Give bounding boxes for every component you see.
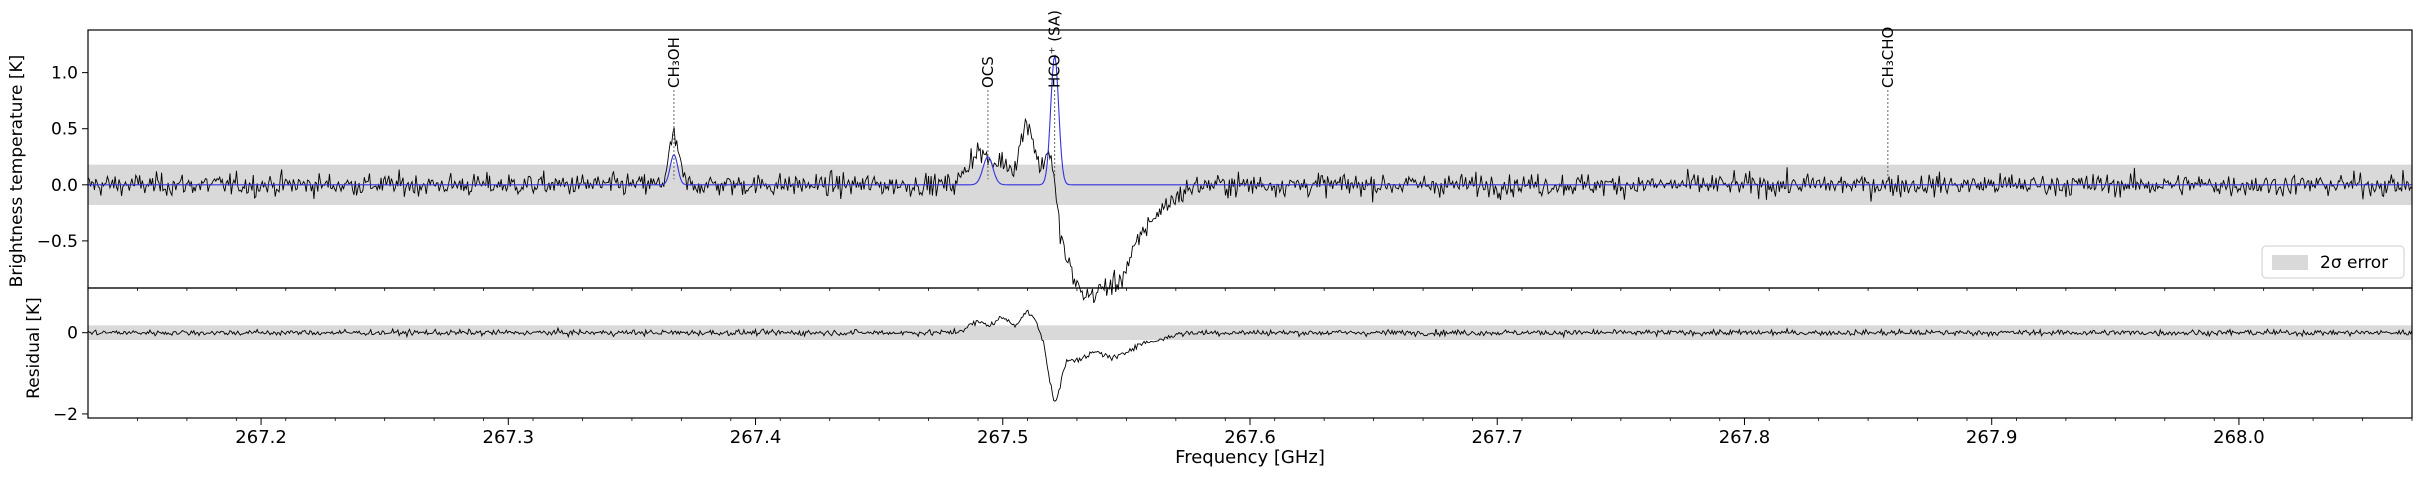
spectrum-model-line <box>88 54 2412 186</box>
spectrum-y-tick-label: 1.0 <box>51 64 78 84</box>
x-tick-label: 267.5 <box>977 427 1029 448</box>
residual-panel: −2 0 267.2 267.3 267.4 267.5 267.6 267.7 267.8 26… <box>53 287 2413 448</box>
residual-y-tick-label: −2 <box>53 405 78 425</box>
spectrum-axes-frame <box>87 29 2413 289</box>
spectrum-y-tick-label: 0.5 <box>51 120 78 140</box>
residual-y-tick-label: 0 <box>67 324 78 344</box>
legend-swatch <box>2272 255 2308 270</box>
annotation-label: HCO⁺ (SA) <box>1046 10 1064 88</box>
annotation-label: OCS <box>979 56 997 88</box>
x-tick-label: 267.7 <box>1471 427 1523 448</box>
annotation-label: CH₃OH <box>665 37 683 88</box>
x-tick-label: 267.9 <box>1966 427 2018 448</box>
spectrum-y-tick-label: −0.5 <box>37 232 78 252</box>
spectrum-y-tick-label: 0.0 <box>51 176 78 196</box>
spectrum-panel: −0.5 0.0 0.5 1.0 CH₃OH OCS HCO⁺ (SA) CH₃CHO 2σ e… <box>37 10 2413 304</box>
legend-label: 2σ error <box>2320 253 2388 273</box>
legend: 2σ error <box>2261 245 2405 279</box>
spectrum-y-axis-label: Brightness temperature [K] <box>7 55 27 288</box>
residual-axes-frame <box>87 287 2413 419</box>
x-tick-label: 268.0 <box>2213 427 2265 448</box>
x-tick-label: 267.2 <box>235 427 287 448</box>
residual-y-axis-label: Residual [K] <box>24 297 44 399</box>
x-tick-label: 267.4 <box>730 427 782 448</box>
residual-error-band <box>88 325 2412 340</box>
x-tick-label: 267.8 <box>1719 427 1771 448</box>
annotation-label: CH₃CHO <box>1879 27 1897 88</box>
spectrum-observed-line <box>87 117 2413 304</box>
x-axis-label: Frequency [GHz] <box>1175 447 1325 468</box>
residual-residual-line <box>87 309 2413 402</box>
x-tick-label: 267.3 <box>483 427 535 448</box>
x-tick-label: 267.6 <box>1224 427 1276 448</box>
